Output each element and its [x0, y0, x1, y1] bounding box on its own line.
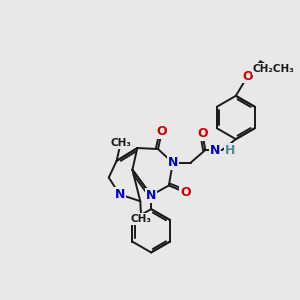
Text: N: N: [146, 189, 156, 202]
Text: CH₃: CH₃: [110, 138, 131, 148]
Text: H: H: [225, 143, 236, 157]
Text: CH₂CH₃: CH₂CH₃: [252, 64, 294, 74]
Text: O: O: [197, 127, 208, 140]
Text: O: O: [180, 186, 191, 199]
Text: N: N: [210, 143, 220, 157]
Text: O: O: [242, 70, 253, 83]
Text: N: N: [168, 156, 178, 169]
Text: N: N: [114, 188, 125, 201]
Text: O: O: [157, 125, 167, 138]
Text: CH₃: CH₃: [131, 214, 152, 224]
